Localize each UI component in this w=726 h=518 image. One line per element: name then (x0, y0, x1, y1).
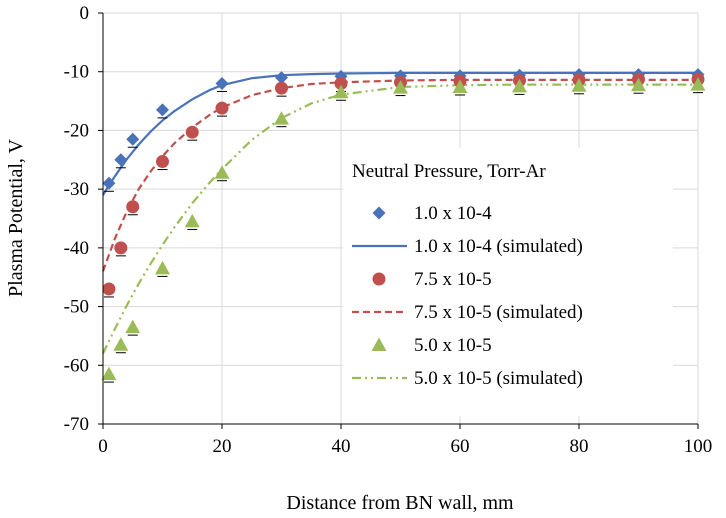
legend: Neutral Pressure, Torr-Ar 1.0 x 10-4 1.0 … (343, 148, 673, 416)
legend-label: 5.0 x 10-5 (simulated) (414, 368, 583, 389)
legend-label: 7.5 x 10-5 (414, 269, 492, 290)
data-point (125, 320, 140, 334)
data-point (216, 102, 229, 115)
data-point (156, 155, 169, 168)
legend-marker-swatch (373, 273, 386, 286)
y-axis-title: Plasma Potential, V (5, 138, 27, 297)
legend-label: 1.0 x 10-4 (simulated) (414, 236, 583, 257)
data-point (101, 367, 116, 381)
y-tick-label: -10 (64, 62, 89, 83)
data-point (155, 261, 170, 275)
data-point (114, 241, 127, 254)
x-tick-label: 0 (98, 436, 108, 457)
data-point (156, 103, 169, 116)
data-point (275, 82, 288, 95)
legend-label: 5.0 x 10-5 (414, 335, 492, 356)
legend-label: 7.5 x 10-5 (simulated) (414, 302, 583, 323)
y-tick-label: -60 (64, 355, 89, 376)
y-tick-label: -30 (64, 179, 89, 200)
y-tick-label: -50 (64, 297, 89, 318)
x-tick-label: 20 (213, 436, 232, 457)
y-tick-label: -70 (64, 414, 89, 435)
x-axis-title: Distance from BN wall, mm (286, 492, 514, 514)
data-point (185, 214, 200, 228)
legend-title: Neutral Pressure, Torr-Ar (352, 161, 546, 182)
data-point (126, 200, 139, 213)
data-point (186, 126, 199, 139)
data-point (113, 337, 128, 351)
x-tick-label: 100 (684, 436, 713, 457)
x-tick-label: 60 (451, 436, 470, 457)
data-point (102, 282, 115, 295)
y-tick-label: -40 (64, 238, 89, 259)
x-tick-label: 80 (570, 436, 589, 457)
x-tick-label: 40 (332, 436, 351, 457)
y-tick-label: 0 (80, 3, 90, 24)
y-tick-label: -20 (64, 120, 89, 141)
data-point (126, 133, 139, 146)
data-point (114, 153, 127, 166)
data-point (215, 165, 230, 179)
legend-label: 1.0 x 10-4 (414, 203, 492, 224)
data-point (274, 111, 289, 125)
